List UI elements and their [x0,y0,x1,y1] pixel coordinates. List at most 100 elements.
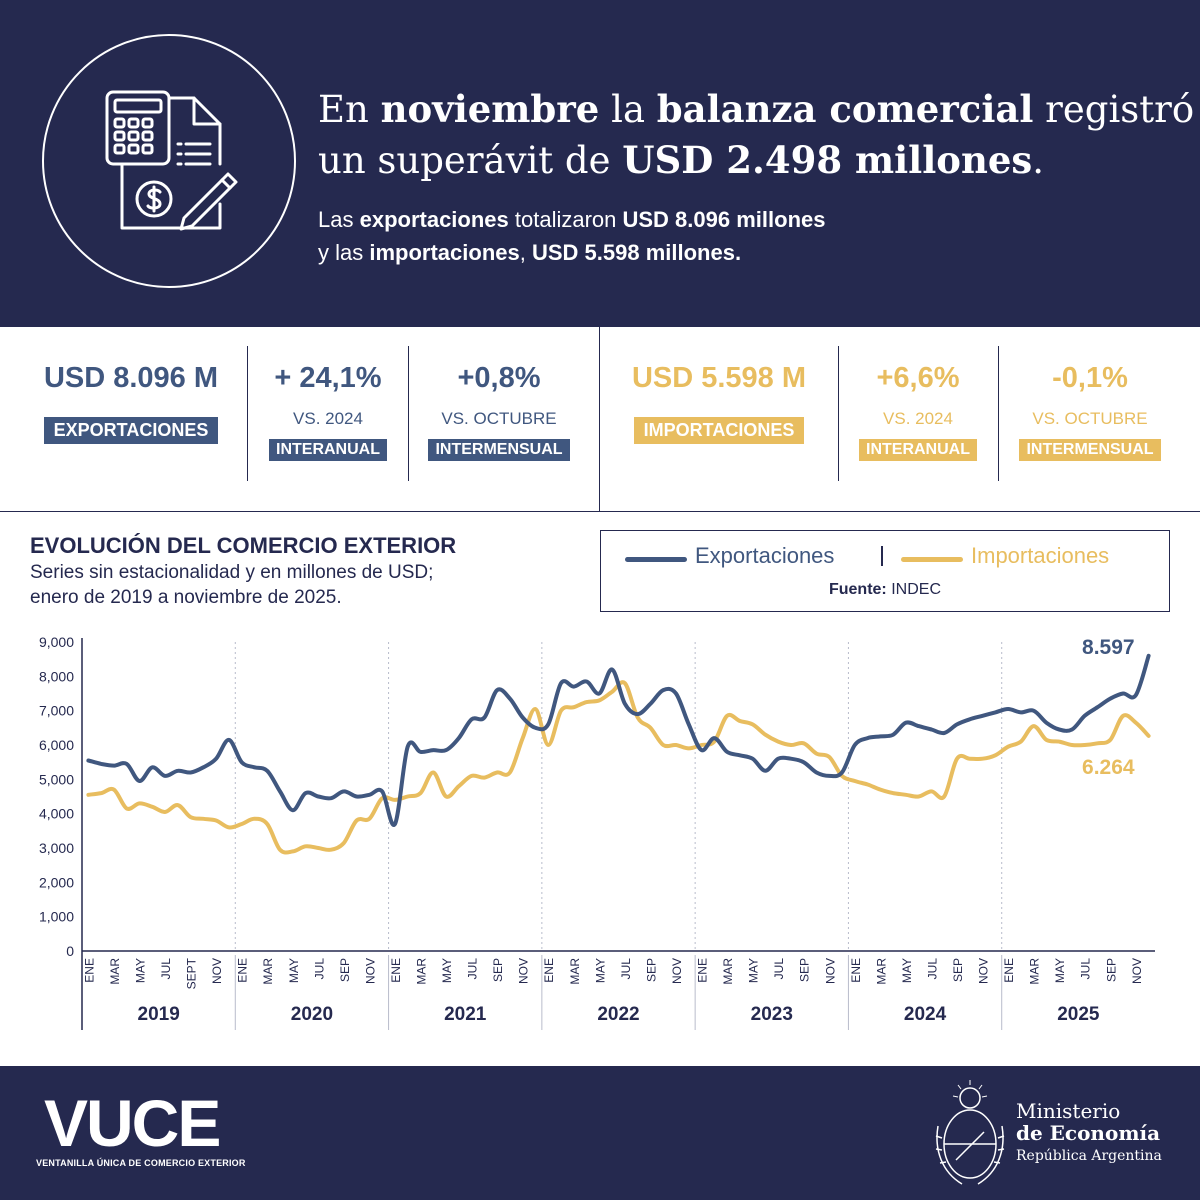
y-tick-label: 3,000 [39,840,74,856]
chart-subtitle: Series sin estacionalidad y en millones … [30,562,434,583]
y-tick-label: 6,000 [39,737,74,753]
x-tick-label: NOV [977,958,991,984]
x-tick-label: MAR [568,958,582,985]
end-label-imports: 6.264 [1082,756,1135,779]
x-tick-label: SEP [951,958,965,982]
x-tick-label: ENE [389,958,403,983]
imports-total: USD 5.598 M IMPORTACIONES [606,362,832,444]
exports-yoy-value: + 24,1% [274,362,382,394]
vuce-logo: VUCE [44,1086,221,1160]
x-tick-label: JUL [619,958,633,980]
legend-swatch-imports [901,557,963,562]
divider [247,346,248,481]
x-tick-label: NOV [1130,958,1144,984]
x-tick-label: SEP [338,958,352,982]
imports-yoy-tag: INTERANUAL [859,439,977,461]
x-tick-label: MAR [721,958,735,985]
x-tick-label: MAR [261,958,275,985]
exports-yoy-tag: INTERANUAL [269,439,387,461]
imports-yoy-value: +6,6% [876,362,960,394]
imports-value: USD 5.598 M [631,362,807,394]
x-tick-label: JUL [312,958,326,980]
imports-mom-value: -0,1% [1052,362,1128,394]
legend-separator [881,546,883,566]
imports-yoy-ref: VS. 2024 [883,409,953,428]
chart-subtitle: enero de 2019 a noviembre de 2025. [30,587,342,608]
exports-mom-value: +0,8% [457,362,541,394]
imports-yoy: +6,6% VS. 2024 INTERANUAL [842,362,994,461]
x-tick-label: MAY [593,958,607,983]
x-tick-label: MAY [287,958,301,983]
x-tick-label: ENE [542,958,556,983]
headline: En noviembre la balanza comercial regist… [318,87,1195,182]
y-tick-label: 5,000 [39,771,74,787]
divider [998,346,999,481]
x-tick-label: MAY [900,958,914,983]
x-tick-label: ENE [1002,958,1016,983]
x-tick-label: JUL [772,958,786,980]
x-tick-label: MAY [1053,958,1067,983]
header-banner: En noviembre la balanza comercial regist… [0,0,1200,327]
x-tick-label: JUL [1079,958,1093,980]
x-tick-label: SEP [491,958,505,982]
x-tick-label: SEPT [185,957,199,989]
exports-mom: +0,8% VS. OCTUBRE INTERMENSUAL [412,362,586,461]
year-label: 2022 [597,1004,639,1025]
stats-bottom-rule [0,511,1200,512]
x-tick-label: NOV [363,958,377,984]
legend-label-imports: Importaciones [971,543,1110,568]
exports-mom-tag: INTERMENSUAL [428,439,570,461]
chart-title: EVOLUCIÓN DEL COMERCIO EXTERIOR [30,533,457,558]
x-tick-label: MAR [1028,958,1042,985]
year-label: 2020 [291,1004,333,1025]
x-tick-label: MAR [108,958,122,985]
vuce-tagline: VENTANILLA ÚNICA DE COMERCIO EXTERIOR [36,1158,246,1168]
y-tick-label: 1,000 [39,909,74,925]
year-label: 2023 [751,1004,793,1025]
exports-yoy-ref: VS. 2024 [293,409,363,428]
calculator-invoice-icon [42,34,296,288]
exports-total: USD 8.096 M EXPORTACIONES [18,362,244,444]
chart-legend: Exportaciones Importaciones Fuente: INDE… [600,530,1170,612]
x-tick-label: ENE [236,958,250,983]
y-tick-label: 9,000 [39,634,74,650]
x-tick-label: SEP [1104,958,1118,982]
x-tick-label: MAR [415,958,429,985]
legend-label-exports: Exportaciones [695,543,835,568]
x-tick-label: ENE [849,958,863,983]
imports-mom: -0,1% VS. OCTUBRE INTERMENSUAL [1002,362,1178,461]
series-line-exports [86,653,1151,827]
x-tick-label: MAR [874,958,888,985]
divider [408,346,409,481]
x-tick-label: ENE [82,958,96,983]
x-tick-label: ENE [696,958,710,983]
x-tick-label: SEP [644,958,658,982]
x-tick-label: MAY [440,958,454,983]
x-tick-label: NOV [670,958,684,984]
imports-mom-tag: INTERMENSUAL [1019,439,1161,461]
year-label: 2021 [444,1004,487,1025]
ministry-country: República Argentina [1016,1148,1162,1164]
coat-of-arms-icon [935,1080,1005,1185]
y-tick-label: 2,000 [39,874,74,890]
x-tick-label: JUL [159,958,173,980]
exports-label: EXPORTACIONES [43,417,219,444]
chart-source: Fuente: INDEC [828,581,941,598]
ministry-name: Ministerio de Economía [1016,1099,1161,1145]
divider [838,346,839,481]
year-label: 2025 [1057,1004,1100,1025]
year-label: 2024 [904,1004,947,1025]
imports-label: IMPORTACIONES [633,417,805,444]
exports-yoy: + 24,1% VS. 2024 INTERANUAL [252,362,404,461]
x-tick-label: NOV [823,958,837,984]
x-tick-label: MAY [133,958,147,983]
exports-value: USD 8.096 M [43,362,219,394]
y-tick-label: 8,000 [39,668,74,684]
y-tick-label: 7,000 [39,703,74,719]
footer-banner: VUCE VENTANILLA ÚNICA DE COMERCIO EXTERI… [0,1066,1200,1200]
legend-swatch-exports [625,557,687,562]
exports-mom-ref: VS. OCTUBRE [441,409,557,428]
x-tick-label: JUL [925,958,939,980]
trade-line-chart: 0 1,000 2,000 3,000 4,000 5,000 6,000 7,000 8,00… [39,634,1155,1030]
section-divider [599,327,600,512]
